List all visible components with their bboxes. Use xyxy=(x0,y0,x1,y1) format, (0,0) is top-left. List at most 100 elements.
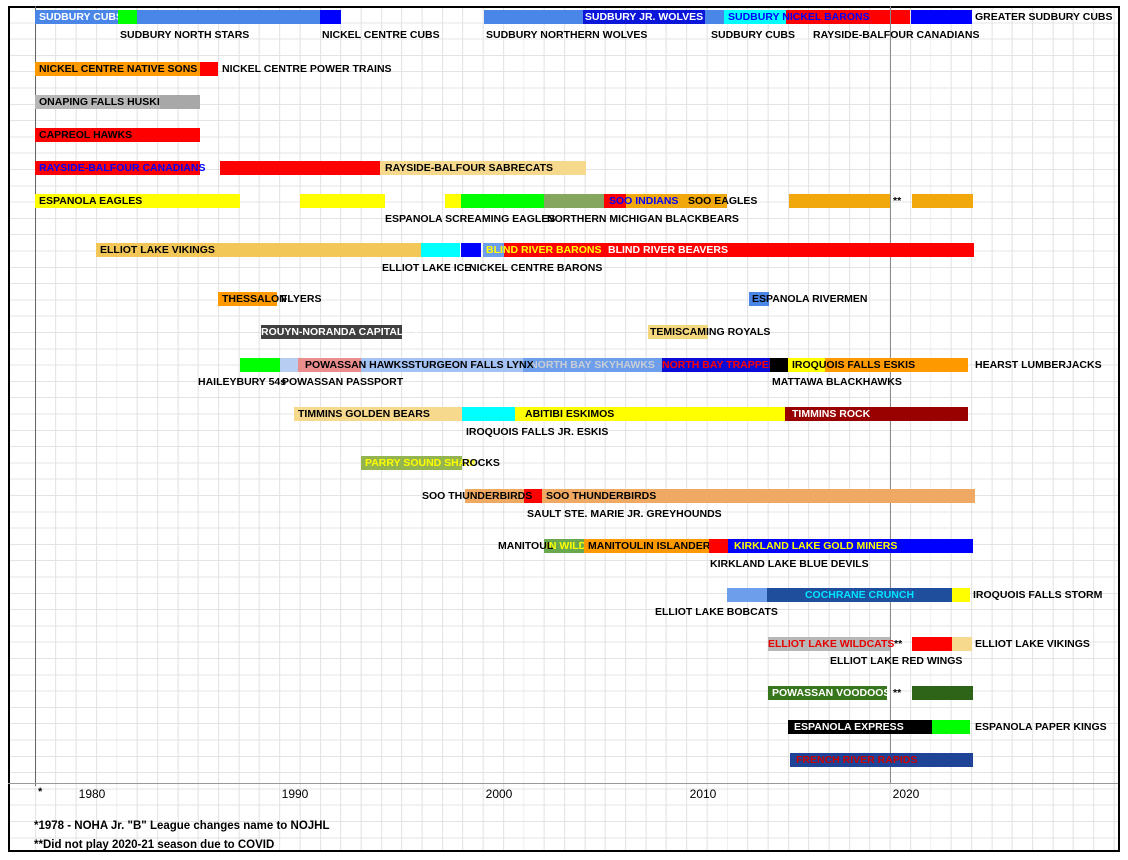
timeline-label: ELLIOT LAKE BOBCATS xyxy=(655,606,778,618)
timeline-bar: KIRKLAND LAKE GOLD MINERS xyxy=(728,539,973,553)
timeline-label: SUDBURY NICKEL BARONS xyxy=(728,11,870,23)
timeline-bar xyxy=(912,194,973,208)
timeline-bar xyxy=(724,10,786,24)
timeline-bar xyxy=(484,10,583,24)
timeline-bar xyxy=(300,194,385,208)
timeline-label: ELLIOT LAKE VIKINGS xyxy=(975,638,1090,650)
timeline-bar xyxy=(137,10,320,24)
timeline-bar: ROUYN-NORANDA CAPITALES xyxy=(261,325,418,339)
timeline-bar: ABITIBI ESKIMOS xyxy=(515,407,785,421)
season-divider-line xyxy=(890,6,891,783)
timeline-bar: TIMMINS GOLDEN BEARS xyxy=(294,407,462,421)
timeline-label: MATTAWA BLACKHAWKS xyxy=(772,376,902,388)
year-tick: 1990 xyxy=(281,787,309,801)
timeline-bar xyxy=(911,10,972,24)
left-axis-line xyxy=(35,6,36,786)
timeline-bar xyxy=(280,358,298,372)
timeline-label: SUDBURY NORTHERN WOLVES xyxy=(486,29,648,41)
year-tick: 2000 xyxy=(485,787,513,801)
timeline-label: ** xyxy=(893,195,902,207)
timeline-label: KIRKLAND LAKE BLUE DEVILS xyxy=(710,558,869,570)
timeline-label: ESPANOLA PAPER KINGS xyxy=(975,721,1107,733)
timeline-bar xyxy=(932,720,970,734)
timeline-bar xyxy=(160,95,200,109)
timeline-label: SUDBURY NORTH STARS xyxy=(120,29,250,41)
timeline-label: HEARST LUMBERJACKS xyxy=(975,359,1102,371)
timeline-bar xyxy=(462,407,515,421)
timeline-bar xyxy=(544,194,604,208)
timeline-label: ** xyxy=(893,687,902,699)
timeline-bar: THESSALON xyxy=(218,292,287,306)
timeline-bar: ESPANOLA EXPRESS xyxy=(788,720,932,734)
timeline-label: IROQUOIS FALLS ESKIS xyxy=(792,359,916,371)
timeline-label: STURGEON FALLS LYNX xyxy=(408,359,534,371)
timeline-bar xyxy=(298,358,361,372)
timeline-bar xyxy=(705,10,724,24)
timeline-bar xyxy=(483,243,504,257)
timeline-bar xyxy=(786,10,890,24)
timeline-label: SOO THUNDERBIRDS xyxy=(422,490,533,502)
timeline-label: RAYSIDE-BALFOUR CANADIANS xyxy=(813,29,980,41)
timeline-bar: SOO THUNDERBIRDS xyxy=(542,489,975,503)
timeline-bar: IN WILD xyxy=(544,539,587,553)
timeline-label: NICKEL CENTRE CUBS xyxy=(322,29,440,41)
timeline-bar xyxy=(421,243,460,257)
timeline-bar xyxy=(524,489,542,503)
timeline-bar: SUDBURY CUBS xyxy=(35,10,123,24)
timeline-bar xyxy=(709,539,728,553)
timeline-bar xyxy=(604,194,626,208)
timeline-bar xyxy=(361,358,523,372)
timeline-bar xyxy=(789,194,890,208)
timeline-bar xyxy=(891,10,910,24)
timeline-bar xyxy=(825,358,968,372)
timeline-label: SUDBURY CUBS xyxy=(711,29,796,41)
timeline-label: ** xyxy=(894,638,903,650)
timeline-label: NICKEL CENTRE BARONS xyxy=(469,262,603,274)
bottom-axis-line xyxy=(8,783,1118,784)
timeline-bar: SUDBURY JR. WOLVES xyxy=(583,10,705,24)
timeline-bar: NORTH BAY TRAPPERS xyxy=(662,358,784,372)
timeline-label: FLYERS xyxy=(281,293,322,305)
timeline-label: RAYSIDE-BALFOUR SABRECATS xyxy=(385,162,554,174)
timeline-label: MANITOUL xyxy=(498,540,554,552)
timeline-bar: CAPREOL HAWKS xyxy=(35,128,200,142)
timeline-bar: ELLIOT LAKE VIKINGS xyxy=(96,243,421,257)
timeline-label: ELLIOT LAKE ICE xyxy=(382,262,472,274)
timeline-bar xyxy=(912,637,952,651)
timeline-label: POWASSAN PASSPORT xyxy=(282,376,404,388)
timeline-bar: TIMMINS ROCK xyxy=(785,407,968,421)
timeline-bar: COCHRANE CRUNCH xyxy=(767,588,952,602)
timeline-label: SOO INDIANS xyxy=(609,195,679,207)
timeline-bar xyxy=(749,292,769,306)
timeline-label: SAULT STE. MARIE JR. GREYHOUNDS xyxy=(527,508,722,520)
timeline-bar xyxy=(380,161,586,175)
timeline-bar xyxy=(504,243,974,257)
timeline-label: BLIND RIVER BARONS xyxy=(486,244,602,256)
timeline-bar xyxy=(461,194,544,208)
timeline-label: IROQUOIS FALLS JR. ESKIS xyxy=(466,426,609,438)
timeline-label: GREATER SUDBURY CUBS xyxy=(975,11,1113,23)
timeline-label: POWASSAN HAWKS xyxy=(305,359,409,371)
timeline-bar xyxy=(240,358,280,372)
footnote-league-rename: *1978 - NOHA Jr. "B" League changes name… xyxy=(34,820,330,832)
timeline-bar: NORTH BAY SKYHAWKS xyxy=(523,358,662,372)
timeline-label: ESPANOLA RIVERMEN xyxy=(752,293,868,305)
timeline-bar xyxy=(952,637,972,651)
timeline-label: NORTHERN MICHIGAN BLACKBEARS xyxy=(547,213,739,225)
timeline-bar xyxy=(648,325,708,339)
timeline-bar: NICKEL CENTRE NATIVE SONS xyxy=(35,62,200,76)
timeline-label: ROCKS xyxy=(462,457,500,469)
timeline-bar xyxy=(952,588,970,602)
timeline-bar xyxy=(465,489,524,503)
timeline-bar: RAYSIDE-BALFOUR CANADIANS xyxy=(35,161,205,175)
timeline-bar: MANITOULIN ISLANDERS xyxy=(584,539,717,553)
timeline-label: SOO EAGLES xyxy=(688,195,758,207)
timeline-bar xyxy=(727,588,767,602)
timeline-bar xyxy=(788,358,825,372)
footnote-covid: **Did not play 2020-21 season due to COV… xyxy=(34,839,275,851)
timeline-bar xyxy=(770,358,788,372)
year-tick: 2010 xyxy=(689,787,717,801)
timeline-label: HAILEYBURY 54s xyxy=(198,376,287,388)
timeline-bar xyxy=(626,194,727,208)
